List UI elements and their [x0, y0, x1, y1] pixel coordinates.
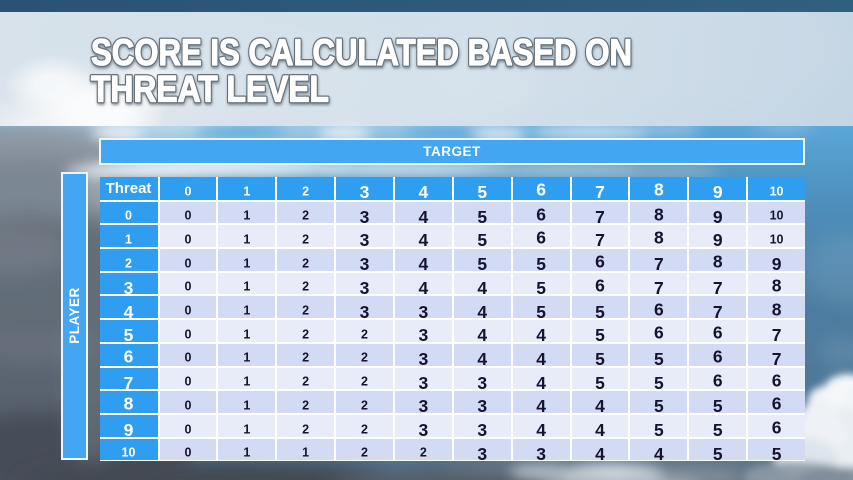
svg-text:THREAT LEVEL: THREAT LEVEL	[91, 69, 329, 110]
svg-text:THREAT LEVEL: THREAT LEVEL	[91, 69, 329, 110]
svg-text:SCORE IS CALCULATED BASED ON: SCORE IS CALCULATED BASED ON	[91, 32, 632, 73]
svg-text:SCORE IS CALCULATED BASED ON: SCORE IS CALCULATED BASED ON	[91, 32, 632, 73]
